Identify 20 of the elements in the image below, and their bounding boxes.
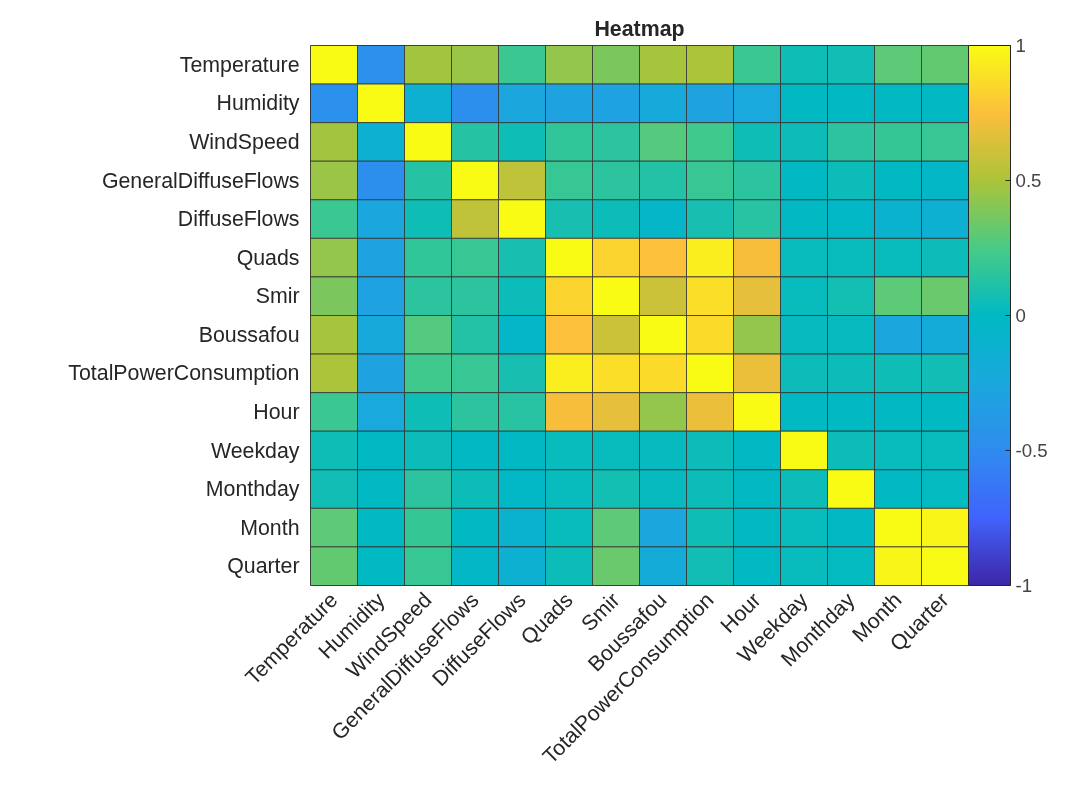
color-bar-label: -1: [1015, 575, 1033, 596]
y-tick-label: Boussafou: [198, 322, 300, 347]
y-tick-label: Quads: [236, 245, 300, 270]
y-tick-label: TotalPowerConsumption: [68, 361, 300, 386]
color-bar-label: 0.5: [1015, 170, 1042, 191]
y-tick-label: Temperature: [179, 52, 300, 77]
y-tick-label: Monthday: [205, 477, 300, 502]
y-tick-label: Smir: [255, 284, 300, 309]
color-bar-label: 0: [1015, 305, 1026, 326]
y-tick-label: Hour: [253, 399, 300, 424]
y-tick-label: Weekday: [210, 438, 300, 463]
y-tick-label: Month: [240, 515, 300, 540]
y-tick-label: GeneralDiffuseFlows: [101, 168, 300, 193]
color-bar-label: -0.5: [1015, 440, 1048, 461]
color-bar-label: 1: [1015, 35, 1026, 56]
chart-title: Heatmap: [594, 16, 685, 41]
y-tick-label: Quarter: [227, 554, 300, 579]
y-tick-label: WindSpeed: [189, 129, 300, 154]
y-tick-label: DiffuseFlows: [177, 207, 300, 232]
y-tick-label: Humidity: [216, 91, 300, 116]
